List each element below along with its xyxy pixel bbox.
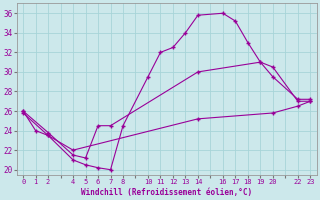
X-axis label: Windchill (Refroidissement éolien,°C): Windchill (Refroidissement éolien,°C)	[81, 188, 252, 197]
